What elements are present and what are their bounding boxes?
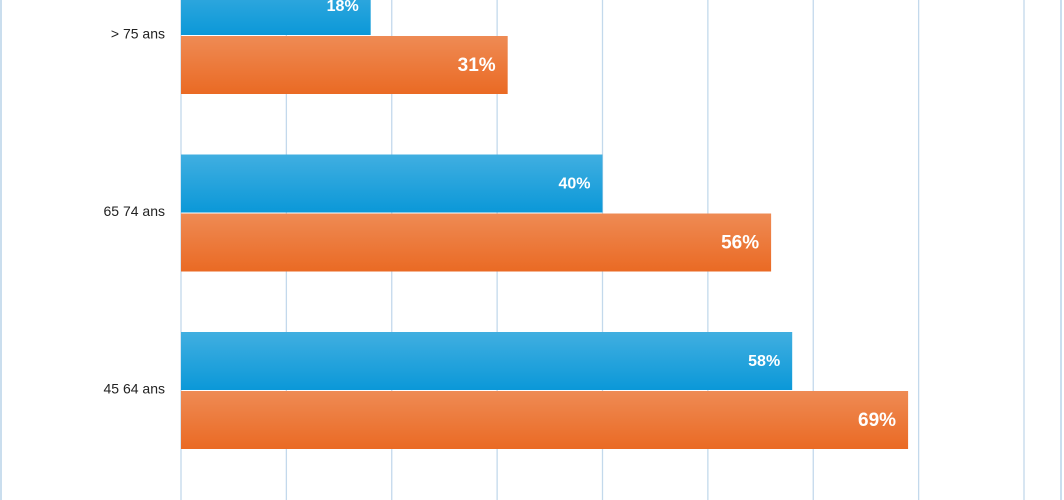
- bar-highlight: [181, 154, 603, 213]
- value-label: 58%: [748, 353, 780, 370]
- value-label: 56%: [721, 233, 759, 254]
- bar-highlight: [181, 391, 909, 449]
- bar-highlight: [181, 213, 772, 272]
- bar-highlight: [181, 332, 793, 390]
- y-tick-label: > 75 ans: [111, 26, 165, 42]
- value-label: 40%: [558, 176, 590, 193]
- bar-highlight: [181, 0, 371, 35]
- value-label: 18%: [327, 0, 359, 15]
- y-tick-label: 65 74 ans: [104, 203, 166, 219]
- bar-highlight: [181, 36, 508, 94]
- value-label: 31%: [458, 55, 496, 76]
- y-tick-label: 45 64 ans: [104, 381, 166, 397]
- value-label: 69%: [858, 410, 896, 431]
